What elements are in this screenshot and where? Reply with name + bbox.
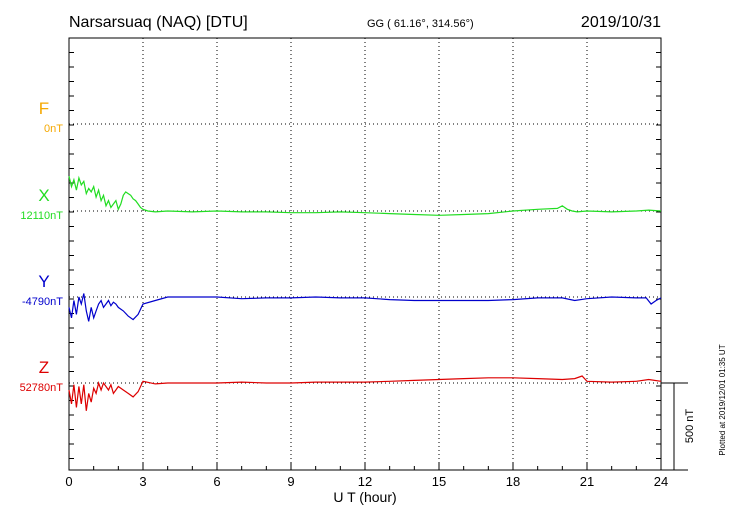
- x-tick-label-12: 12: [358, 474, 372, 489]
- vertical-gridlines: [142, 38, 588, 470]
- y-minor-ticks: [69, 52, 661, 459]
- series-name-Z: Z: [39, 358, 49, 377]
- x-tick-label-6: 6: [213, 474, 220, 489]
- x-tick-label-21: 21: [580, 474, 594, 489]
- x-tick-labels: 0 3 6 9 12 15 18 21 24: [65, 474, 668, 489]
- series-name-Y: Y: [38, 272, 49, 291]
- x-tick-label-9: 9: [287, 474, 294, 489]
- x-tick-marks: [68, 462, 662, 470]
- coordinates-label: GG ( 61.16°, 314.56°): [367, 18, 474, 30]
- x-axis-label: U T (hour): [333, 489, 396, 505]
- series-name-X: X: [38, 186, 49, 205]
- x-tick-label-15: 15: [432, 474, 446, 489]
- series-lines: [68, 175, 662, 411]
- series-name-F: F: [39, 99, 49, 118]
- date-label: 2019/10/31: [581, 14, 661, 31]
- x-tick-label-3: 3: [139, 474, 146, 489]
- x-tick-label-24: 24: [654, 474, 668, 489]
- series-line-X: [68, 175, 662, 216]
- series-baseline-Y: -4790nT: [22, 296, 63, 308]
- station-title: Narsarsuaq (NAQ) [DTU]: [69, 14, 248, 31]
- x-tick-label-0: 0: [65, 474, 72, 489]
- horizontal-gridlines: [69, 123, 661, 384]
- series-labels: F 0nT X 12110nT Y -4790nT Z 52780nT: [20, 99, 64, 394]
- series-line-Y: [68, 293, 662, 322]
- scale-bar-label: 500 nT: [684, 409, 696, 444]
- plotted-at-note: Plotted at 2019/12/01 01:35 UT: [718, 344, 727, 455]
- series-baseline-Z: 52780nT: [20, 382, 64, 394]
- x-tick-label-18: 18: [506, 474, 520, 489]
- series-baseline-F: 0nT: [44, 123, 63, 135]
- series-line-Z: [68, 375, 662, 411]
- series-baseline-X: 12110nT: [20, 210, 63, 222]
- scale-bar: 500 nT: [661, 382, 696, 471]
